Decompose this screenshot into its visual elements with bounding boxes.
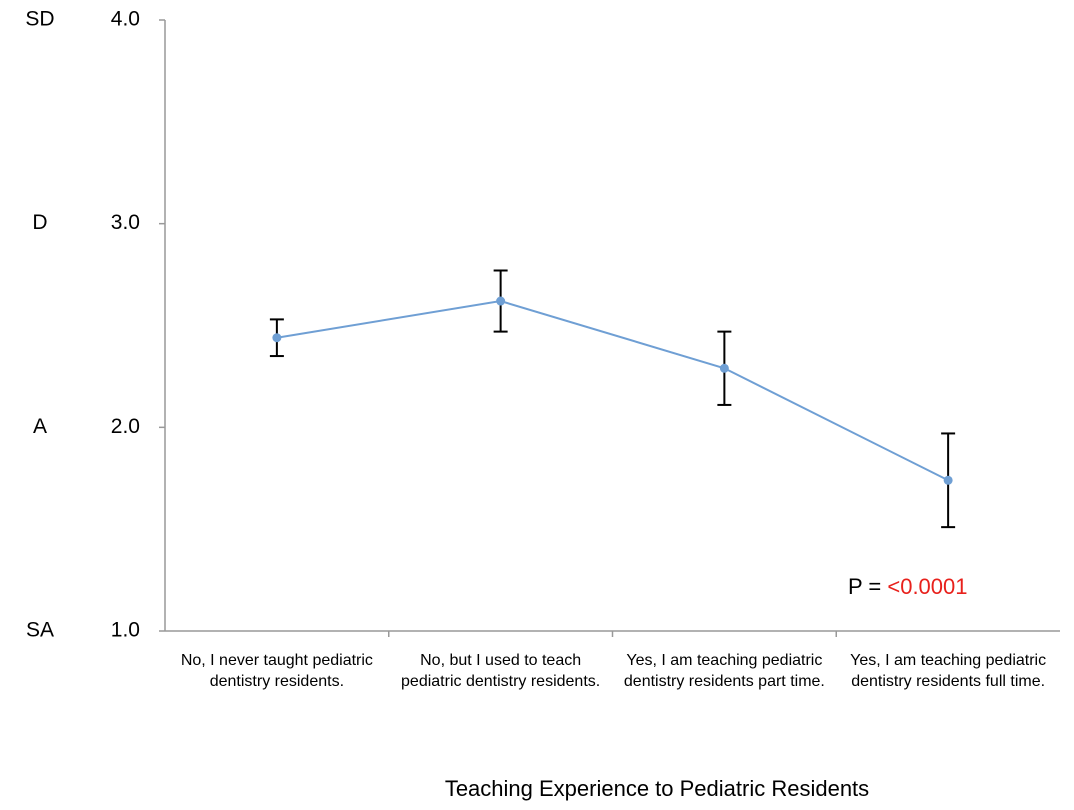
annotation-prefix: P = bbox=[848, 574, 887, 599]
data-point bbox=[943, 475, 953, 485]
data-point bbox=[719, 363, 729, 373]
scale-label: SA bbox=[26, 619, 54, 642]
scale-label: SD bbox=[25, 8, 54, 31]
x-tick-label: No, I never taught pediatric dentistry r… bbox=[180, 652, 373, 690]
y-tick-label: 2.0 bbox=[111, 415, 140, 438]
annotation: P = <0.0001 bbox=[848, 574, 968, 599]
data-point bbox=[496, 296, 506, 306]
x-tick-label: No, but I used to teach pediatric dentis… bbox=[401, 652, 601, 690]
x-tick-label: Yes, I am teaching pediatric dentistry r… bbox=[850, 652, 1047, 690]
annotation-value: <0.0001 bbox=[887, 574, 967, 599]
x-axis-label: Teaching Experience to Pediatric Residen… bbox=[445, 776, 869, 801]
x-tick-label: Yes, I am teaching pediatric dentistry r… bbox=[623, 652, 825, 690]
y-tick-label: 3.0 bbox=[111, 211, 140, 234]
scale-label: D bbox=[32, 211, 47, 234]
y-tick-label: 4.0 bbox=[111, 8, 140, 31]
scale-label: A bbox=[33, 415, 47, 438]
y-tick-label: 1.0 bbox=[111, 619, 140, 642]
data-point bbox=[272, 333, 282, 343]
data-line bbox=[276, 300, 949, 482]
